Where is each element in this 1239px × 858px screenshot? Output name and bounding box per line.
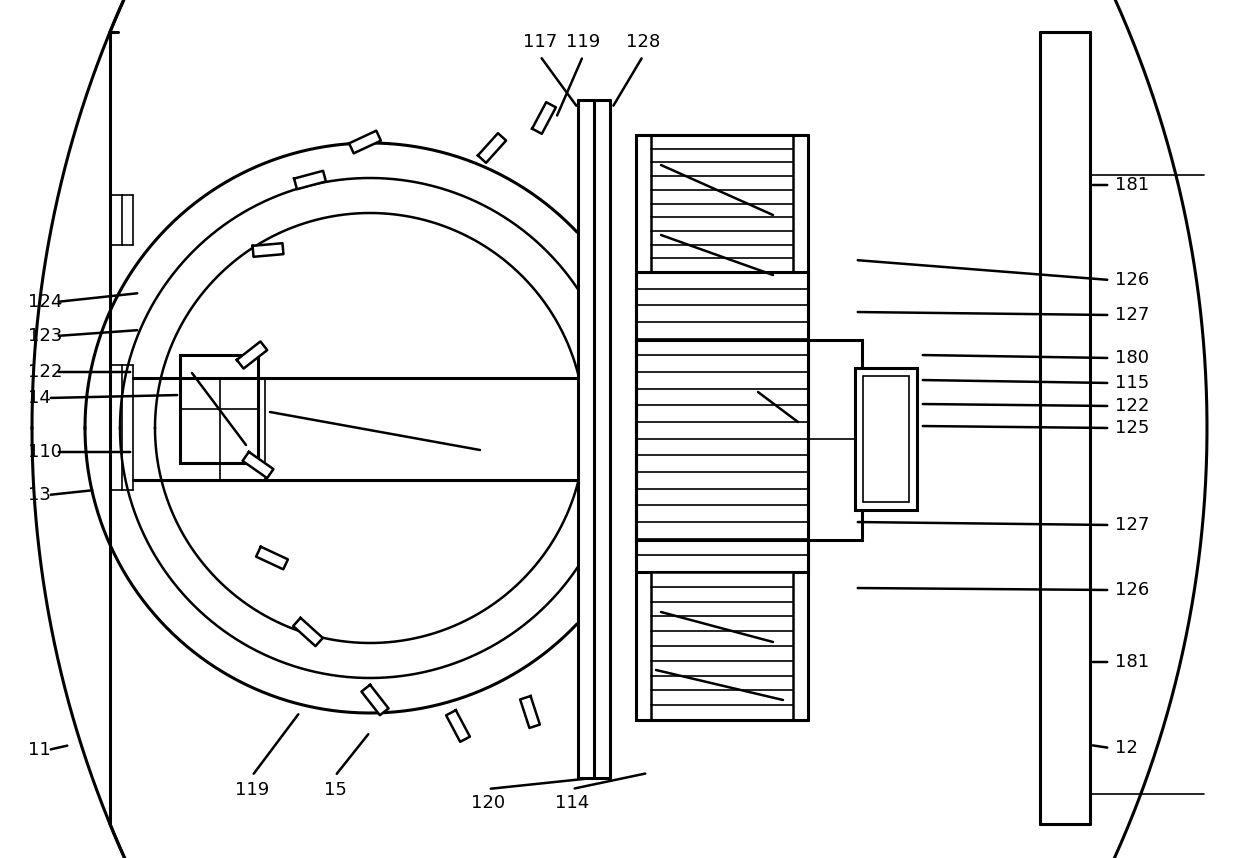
Bar	[636, 135, 808, 720]
Polygon shape	[362, 685, 389, 716]
Polygon shape	[478, 133, 506, 163]
Text: 127: 127	[1115, 306, 1150, 324]
Text: 117: 117	[523, 33, 558, 51]
Text: 115: 115	[1115, 374, 1150, 392]
Text: 128: 128	[626, 33, 660, 51]
Text: 119: 119	[566, 33, 600, 51]
Bar	[636, 272, 808, 572]
Polygon shape	[253, 243, 284, 257]
Text: 110: 110	[28, 443, 62, 461]
Text: 14: 14	[28, 389, 51, 407]
Text: 125: 125	[1115, 419, 1150, 437]
Text: 13: 13	[28, 486, 51, 504]
Text: 11: 11	[28, 741, 51, 759]
Text: 122: 122	[28, 363, 62, 381]
Polygon shape	[349, 130, 380, 154]
Text: 127: 127	[1115, 516, 1150, 534]
Bar	[180, 355, 258, 463]
Bar	[636, 340, 862, 540]
Text: 122: 122	[1115, 397, 1150, 415]
Text: 181: 181	[1115, 176, 1149, 194]
Text: 126: 126	[1115, 271, 1150, 289]
Polygon shape	[294, 618, 323, 646]
Polygon shape	[243, 452, 274, 478]
Bar	[855, 368, 917, 510]
Text: 114: 114	[555, 794, 589, 812]
Text: 181: 181	[1115, 653, 1149, 671]
Text: 15: 15	[323, 781, 347, 799]
Bar	[864, 376, 909, 502]
Polygon shape	[294, 171, 326, 190]
Text: 126: 126	[1115, 581, 1150, 599]
Text: 12: 12	[1115, 739, 1137, 757]
Text: 180: 180	[1115, 349, 1149, 367]
Polygon shape	[532, 102, 556, 134]
Bar	[650, 135, 793, 272]
Text: 119: 119	[235, 781, 269, 799]
Text: 120: 120	[471, 794, 506, 812]
Text: 124: 124	[28, 293, 62, 311]
Bar	[650, 572, 793, 720]
Text: 123: 123	[28, 327, 62, 345]
Polygon shape	[520, 696, 540, 728]
Polygon shape	[256, 547, 287, 570]
Polygon shape	[237, 341, 268, 369]
Polygon shape	[446, 710, 470, 742]
